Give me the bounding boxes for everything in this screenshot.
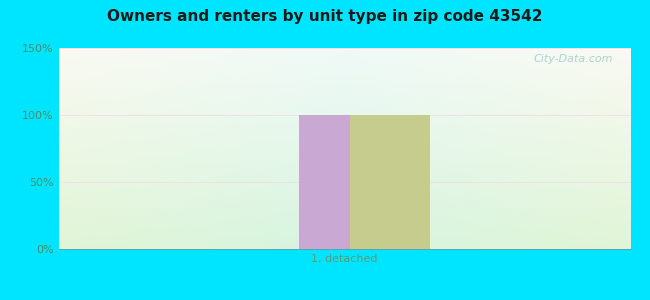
Text: City-Data.com: City-Data.com <box>534 54 614 64</box>
Text: Owners and renters by unit type in zip code 43542: Owners and renters by unit type in zip c… <box>107 9 543 24</box>
Bar <box>350 115 430 249</box>
Bar <box>299 115 379 249</box>
